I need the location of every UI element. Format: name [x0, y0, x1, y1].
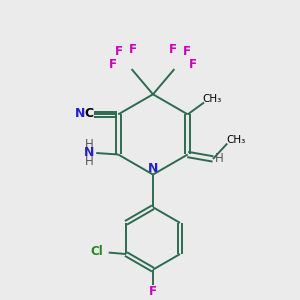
Text: F: F [169, 43, 177, 56]
Text: F: F [149, 285, 157, 298]
Text: Cl: Cl [90, 245, 103, 258]
Text: H: H [215, 152, 224, 165]
Text: CH₃: CH₃ [226, 135, 246, 145]
Text: N: N [84, 146, 94, 159]
Text: N: N [75, 107, 86, 120]
Text: C: C [84, 107, 93, 120]
Text: N: N [148, 161, 158, 175]
Text: H: H [85, 154, 94, 167]
Text: F: F [129, 43, 137, 56]
Text: F: F [109, 58, 117, 71]
Text: F: F [189, 58, 197, 71]
Text: CH₃: CH₃ [203, 94, 222, 104]
Text: H: H [85, 139, 94, 152]
Text: F: F [115, 45, 123, 58]
Text: F: F [183, 45, 191, 58]
